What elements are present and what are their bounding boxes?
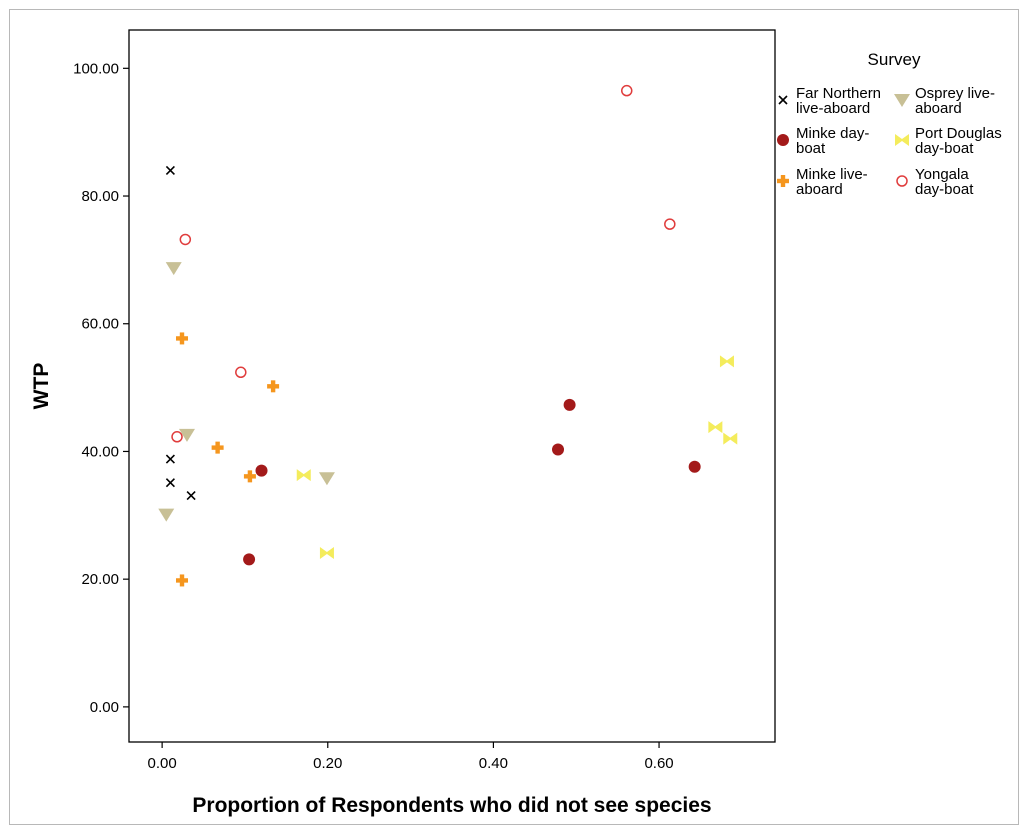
x-tick-label: 0.60 xyxy=(644,755,673,772)
data-point xyxy=(171,431,183,443)
data-point xyxy=(319,546,334,559)
data-point xyxy=(176,332,189,345)
data-point xyxy=(296,469,311,482)
legend-item: Osprey live-aboard xyxy=(894,85,995,117)
data-point xyxy=(255,464,268,477)
x-tick-label: 0.00 xyxy=(148,755,177,772)
data-points xyxy=(158,84,738,587)
legend-marker xyxy=(778,95,788,105)
data-point xyxy=(723,432,738,445)
y-tick-label: 40.00 xyxy=(81,443,119,460)
data-point xyxy=(158,508,175,522)
legend-item: Minke live-aboard xyxy=(777,166,868,198)
y-tick-label: 20.00 xyxy=(81,571,119,588)
data-point xyxy=(186,490,196,501)
y-tick-label: 100.00 xyxy=(73,60,119,77)
data-point xyxy=(243,470,256,483)
legend-label: day-boat xyxy=(915,181,974,198)
data-point xyxy=(211,441,224,454)
legend-label: Yongala xyxy=(915,166,969,183)
data-point xyxy=(165,262,182,276)
legend-label: live-aboard xyxy=(796,100,870,117)
data-point xyxy=(165,165,175,176)
data-point xyxy=(165,478,175,488)
data-point xyxy=(664,218,676,230)
legend-label: aboard xyxy=(796,181,843,198)
legend-label: aboard xyxy=(915,100,962,117)
legend-marker xyxy=(895,134,909,146)
legend-marker xyxy=(896,175,908,187)
legend-label: Far Northern xyxy=(796,85,881,102)
x-tick-label: 0.20 xyxy=(313,755,342,772)
data-point xyxy=(165,454,175,464)
axis-ticks: 0.00 0.20 0.40 0.60 0.00 20.00 40.00 60.00 80.00… xyxy=(73,60,674,772)
y-tick-label: 0.00 xyxy=(90,699,119,716)
legend-label: day-boat xyxy=(915,140,974,157)
data-point xyxy=(552,443,565,456)
legend-marker xyxy=(777,134,789,146)
data-point xyxy=(176,574,189,587)
data-point xyxy=(178,428,195,442)
legend-label: Port Douglas xyxy=(915,125,1002,142)
legend-item: Minke day-boat xyxy=(777,125,869,157)
data-point xyxy=(179,233,192,246)
x-axis-title: Proportion of Respondents who did not se… xyxy=(192,794,711,817)
data-point xyxy=(621,84,633,97)
legend-marker xyxy=(777,175,789,187)
data-point xyxy=(719,355,734,368)
legend-label: Minke live- xyxy=(796,166,868,183)
y-tick-label: 60.00 xyxy=(81,316,119,333)
x-tick-label: 0.40 xyxy=(479,755,508,772)
data-point xyxy=(318,472,335,486)
data-point xyxy=(688,460,701,473)
legend-title: Survey xyxy=(868,50,921,69)
legend-label: boat xyxy=(796,140,826,157)
data-point xyxy=(235,366,247,379)
legend-marker xyxy=(894,94,910,107)
data-point xyxy=(563,398,576,411)
plot-area xyxy=(128,29,776,743)
data-point xyxy=(267,380,280,393)
legend-label: Osprey live- xyxy=(915,85,995,102)
data-point xyxy=(708,421,723,434)
data-point xyxy=(243,553,256,566)
y-tick-label: 80.00 xyxy=(81,188,119,205)
legend-label: Minke day- xyxy=(796,125,869,142)
y-axis-title: WTP xyxy=(30,363,53,410)
